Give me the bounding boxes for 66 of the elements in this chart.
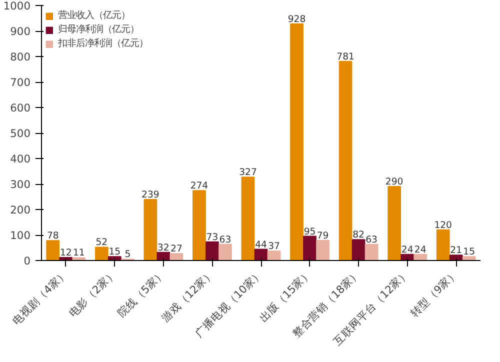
data-label: 239 [142, 190, 160, 201]
data-label: 781 [336, 51, 355, 62]
legend-label: 营业收入（亿元） [58, 9, 130, 22]
bar [290, 23, 304, 260]
y-tick-label: 700 [10, 76, 31, 89]
data-label: 15 [108, 246, 121, 258]
y-tick-label: 1000 [3, 0, 31, 12]
bar [352, 239, 366, 260]
data-label: 24 [414, 244, 426, 256]
data-label: 44 [255, 239, 267, 250]
y-tick-label: 600 [10, 102, 31, 114]
bar [218, 244, 232, 260]
bar [338, 60, 352, 260]
legend-label: 归母净利润（亿元） [58, 23, 139, 36]
y-tick-label: 400 [10, 152, 31, 166]
data-label: 21 [450, 245, 462, 256]
bar [388, 186, 402, 260]
data-label: 24 [401, 244, 414, 256]
y-tick-label: 200 [10, 204, 31, 216]
bar [206, 241, 219, 260]
bar [192, 190, 206, 260]
data-label: 73 [206, 232, 218, 243]
bar [170, 253, 184, 260]
bar [108, 256, 122, 260]
data-label: 95 [304, 226, 316, 238]
data-label: 15 [463, 246, 476, 258]
legend-label: 扣非后净利润（亿元） [58, 37, 148, 50]
data-label: 11 [72, 248, 85, 259]
y-tick-label: 500 [10, 127, 31, 140]
bar [46, 240, 60, 260]
data-label: 32 [158, 242, 170, 254]
y-tick-label: 900 [10, 25, 31, 38]
bar [364, 244, 378, 260]
bar [449, 254, 463, 260]
y-tick-label: 800 [10, 50, 31, 64]
data-label: 79 [316, 230, 329, 242]
data-label: 27 [170, 244, 182, 255]
bar [144, 199, 158, 260]
bar [267, 250, 281, 260]
bar [94, 246, 108, 260]
data-label: 120 [434, 220, 452, 231]
data-label: 78 [46, 230, 59, 242]
bar [241, 176, 255, 260]
bar [316, 240, 330, 260]
bar [303, 236, 316, 260]
bar [414, 254, 428, 260]
y-tick-label: 300 [10, 178, 31, 191]
data-label: 63 [366, 234, 378, 246]
y-tick-label: 100 [10, 229, 31, 242]
data-label: 327 [239, 167, 257, 178]
data-label: 52 [96, 237, 108, 248]
x-tick-label: 电视剧（4家） [10, 266, 70, 328]
bar [72, 257, 86, 260]
bar [462, 256, 476, 260]
data-label: 928 [288, 14, 306, 25]
data-label: 82 [352, 230, 364, 241]
y-tick-label: 0 [24, 254, 31, 268]
data-label: 5 [124, 249, 131, 260]
x-tick-label: 转型（9家） [408, 266, 461, 320]
bar [254, 248, 268, 260]
bar [436, 229, 450, 260]
data-label: 274 [190, 180, 208, 192]
data-label: 290 [385, 176, 404, 188]
data-label: 37 [268, 241, 280, 252]
data-label: 12 [60, 247, 72, 258]
data-label: 63 [219, 234, 232, 246]
